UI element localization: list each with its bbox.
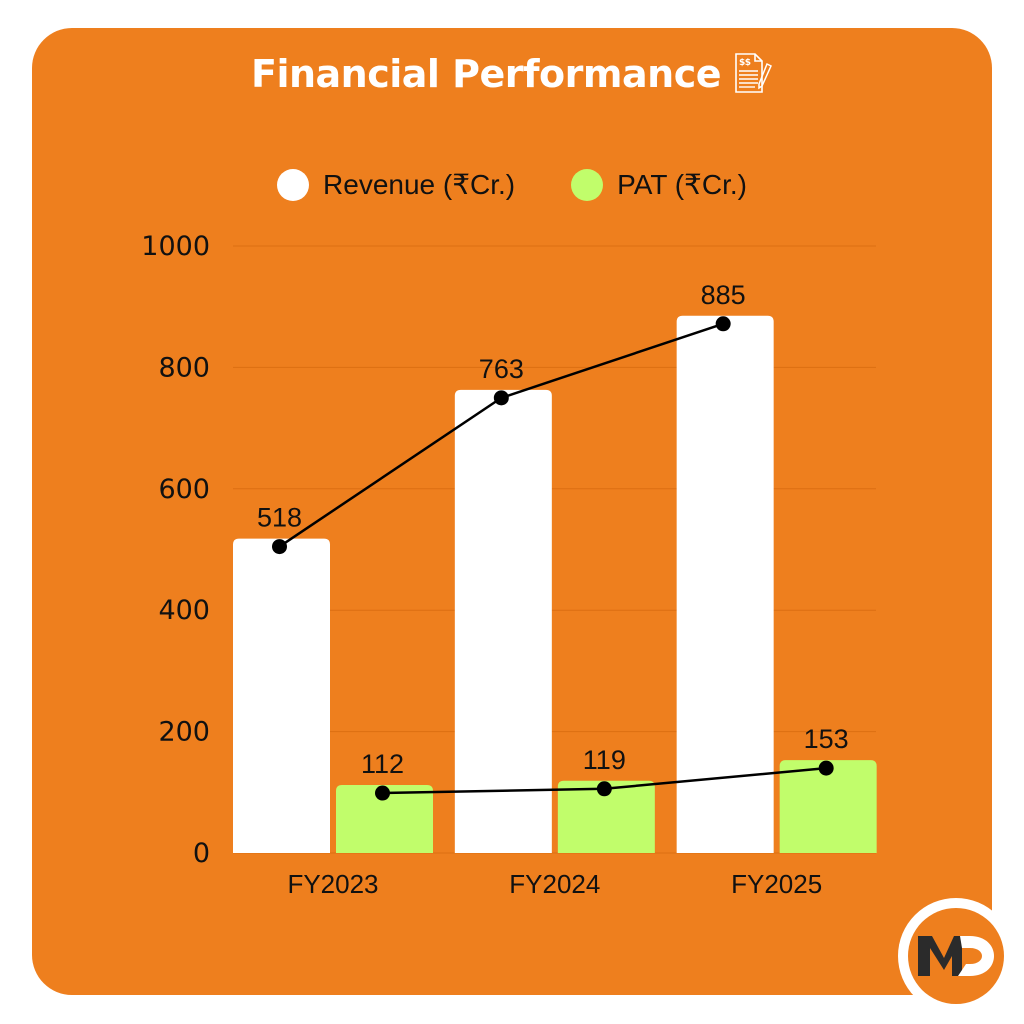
bar-pat xyxy=(336,785,433,853)
chart-title: Financial Performance $$ xyxy=(0,52,1024,96)
y-tick-label: 400 xyxy=(158,595,210,626)
data-label: 119 xyxy=(583,745,626,775)
bar-revenue xyxy=(454,389,552,853)
data-point-marker xyxy=(596,781,612,797)
data-label: 763 xyxy=(479,354,524,384)
data-point-marker xyxy=(493,390,509,406)
data-label: 885 xyxy=(701,280,746,310)
data-label: 153 xyxy=(804,724,849,754)
y-tick-label: 0 xyxy=(193,838,210,869)
data-point-marker xyxy=(272,539,287,555)
bar-pat xyxy=(557,780,655,853)
data-point-marker xyxy=(715,316,731,332)
legend-item-revenue: Revenue (₹Cr.) xyxy=(277,168,515,201)
data-point-marker xyxy=(818,760,834,776)
data-label: 518 xyxy=(257,503,302,533)
legend-label-revenue: Revenue (₹Cr.) xyxy=(323,169,516,200)
md-logo xyxy=(898,898,1014,1014)
legend-swatch-revenue xyxy=(277,168,310,201)
y-tick-label: 800 xyxy=(158,352,210,383)
invoice-document-pen-icon: $$ xyxy=(735,53,772,93)
legend-label-pat: PAT (₹Cr.) xyxy=(617,169,747,200)
legend-swatch-pat xyxy=(571,168,604,201)
y-tick-label: 200 xyxy=(158,717,210,748)
x-tick-label: FY2023 xyxy=(287,869,378,899)
y-tick-label: 600 xyxy=(158,474,210,505)
bar-revenue xyxy=(233,538,330,853)
bar-pat xyxy=(779,760,877,853)
x-tick-label: FY2024 xyxy=(509,869,600,899)
y-tick-label: 1000 xyxy=(141,231,210,262)
chart-legend: Revenue (₹Cr.) PAT (₹Cr.) xyxy=(0,168,1024,201)
data-label: 112 xyxy=(361,749,404,779)
svg-text:$$: $$ xyxy=(739,58,751,68)
x-tick-label: FY2025 xyxy=(731,869,822,899)
data-point-marker xyxy=(375,785,390,801)
bar-revenue xyxy=(676,315,774,853)
chart-title-text: Financial Performance xyxy=(250,52,722,96)
legend-item-pat: PAT (₹Cr.) xyxy=(571,168,747,201)
